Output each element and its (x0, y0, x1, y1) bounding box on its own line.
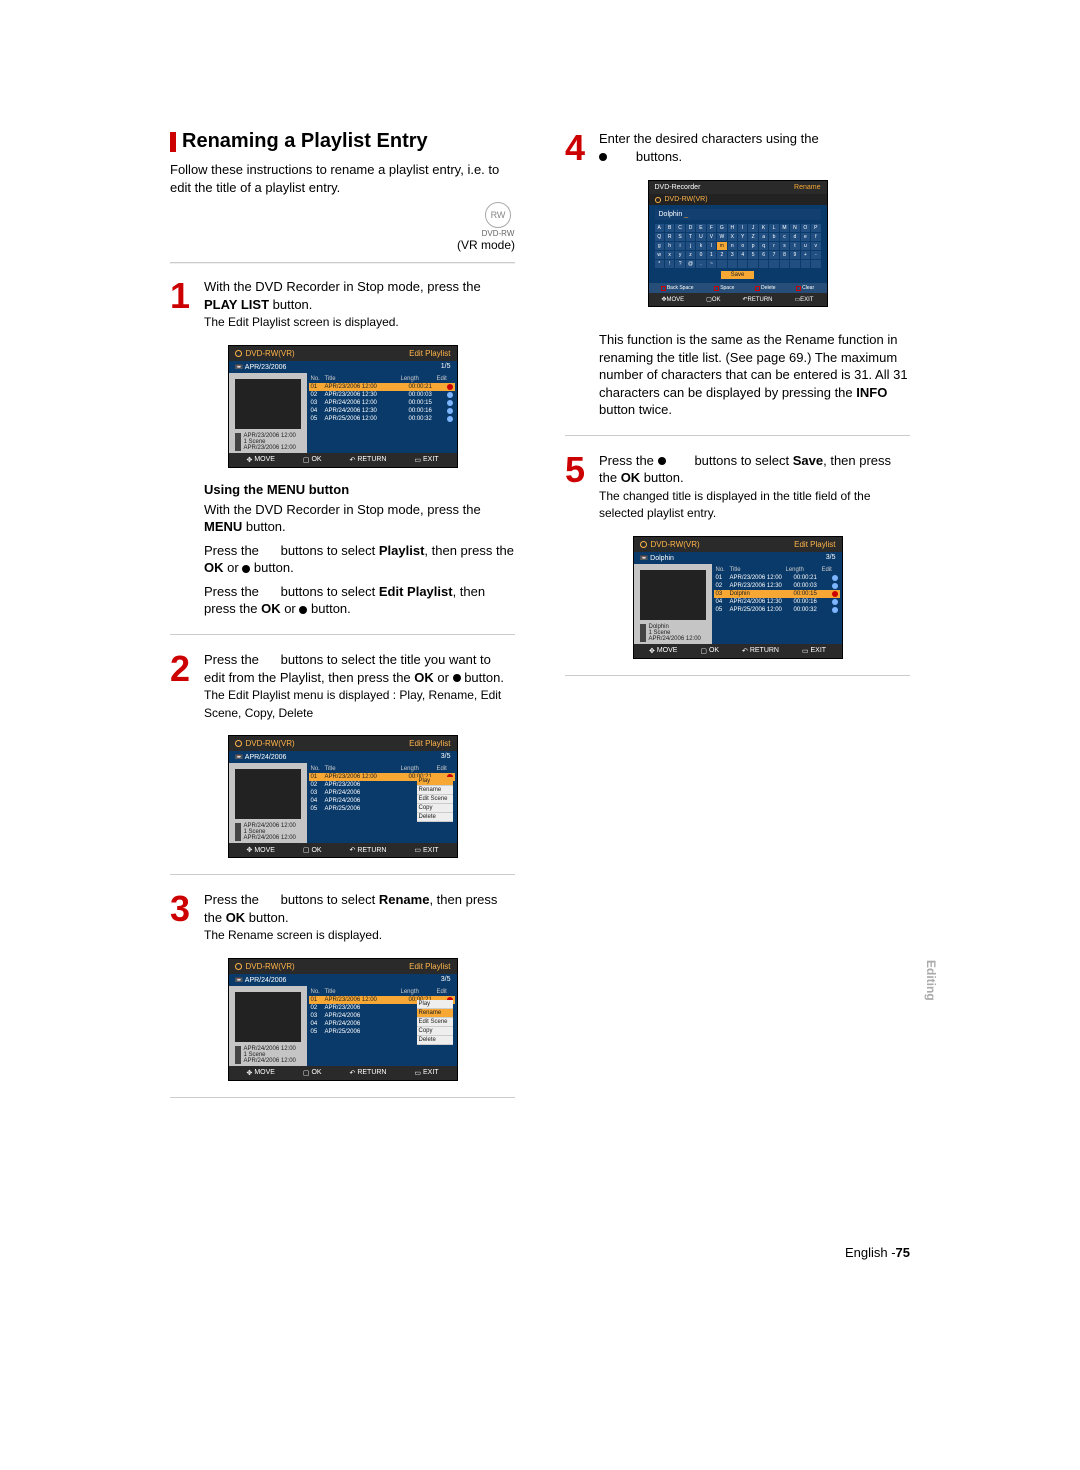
step-2: 2 Press the buttons to select the title … (170, 651, 515, 721)
enter-icon (242, 565, 250, 573)
left-column: Renaming a Playlist Entry Follow these i… (170, 130, 515, 1114)
enter-icon (658, 457, 666, 465)
divider (565, 675, 910, 676)
step-number: 1 (170, 278, 196, 331)
step-number: 4 (565, 130, 591, 166)
rename-keyboard-screenshot: DVD-RecorderRename DVD-RW(VR) Dolphin _ … (648, 180, 828, 307)
step5-sub: The changed title is displayed in the ti… (599, 489, 871, 521)
divider (170, 1097, 515, 1098)
menu-line2: Press the buttons to select Playlist, th… (204, 542, 515, 577)
enter-icon (599, 153, 607, 161)
step1-sub: The Edit Playlist screen is displayed. (204, 315, 399, 329)
step1-main: With the DVD Recorder in Stop mode, pres… (204, 279, 481, 312)
edit-playlist-screenshot-5: DVD-RW(VR)Edit Playlist 📼 Dolphin3/5 Dol… (633, 536, 843, 659)
section-heading: Renaming a Playlist Entry (170, 130, 515, 153)
page-footer: English -75 (845, 1245, 910, 1260)
edit-playlist-screenshot-2: DVD-RW(VR)Edit Playlist 📼 APR/24/20063/5… (228, 735, 458, 858)
step-3: 3 Press the buttons to select Rename, th… (170, 891, 515, 944)
step3-sub: The Rename screen is displayed. (204, 928, 382, 942)
step-5: 5 Press the buttons to select Save, then… (565, 452, 910, 522)
step-number: 3 (170, 891, 196, 944)
menu-line3: Press the buttons to select Edit Playlis… (204, 583, 515, 618)
right-column: 4 Enter the desired characters using the… (565, 130, 910, 1114)
step-number: 2 (170, 651, 196, 721)
step2-main: Press the buttons to select the title yo… (204, 652, 504, 685)
dvdrw-icon: RW DVD-RW (481, 202, 515, 238)
edit-playlist-screenshot-3: DVD-RW(VR)Edit Playlist 📼 APR/24/20063/5… (228, 958, 458, 1081)
step3-main: Press the buttons to select Rename, then… (204, 892, 497, 925)
side-tab: Editing (924, 960, 938, 1001)
using-menu-heading: Using the MENU button (204, 482, 515, 497)
vr-mode-label: (VR mode) (170, 238, 515, 252)
edit-playlist-screenshot-1: DVD-RW(VR)Edit Playlist 📼 APR/23/20061/5… (228, 345, 458, 468)
divider (565, 435, 910, 436)
enter-icon (453, 674, 461, 682)
using-menu-section: Using the MENU button With the DVD Recor… (204, 482, 515, 618)
step2-sub: The Edit Playlist menu is displayed : Pl… (204, 688, 501, 720)
step5-main: Press the buttons to select Save, then p… (599, 453, 891, 486)
step4-main: Enter the desired characters using the b… (599, 131, 819, 164)
step-1: 1 With the DVD Recorder in Stop mode, pr… (170, 278, 515, 331)
enter-icon (299, 606, 307, 614)
step-4: 4 Enter the desired characters using the… (565, 130, 910, 166)
section-title: Renaming a Playlist Entry (182, 130, 428, 153)
section-intro: Follow these instructions to rename a pl… (170, 161, 515, 196)
step-number: 5 (565, 452, 591, 522)
divider (170, 634, 515, 635)
divider (170, 874, 515, 875)
divider (170, 262, 515, 264)
heading-accent-bar (170, 132, 176, 152)
step4-note: This function is the same as the Rename … (599, 331, 910, 419)
menu-line1: With the DVD Recorder in Stop mode, pres… (204, 501, 515, 536)
